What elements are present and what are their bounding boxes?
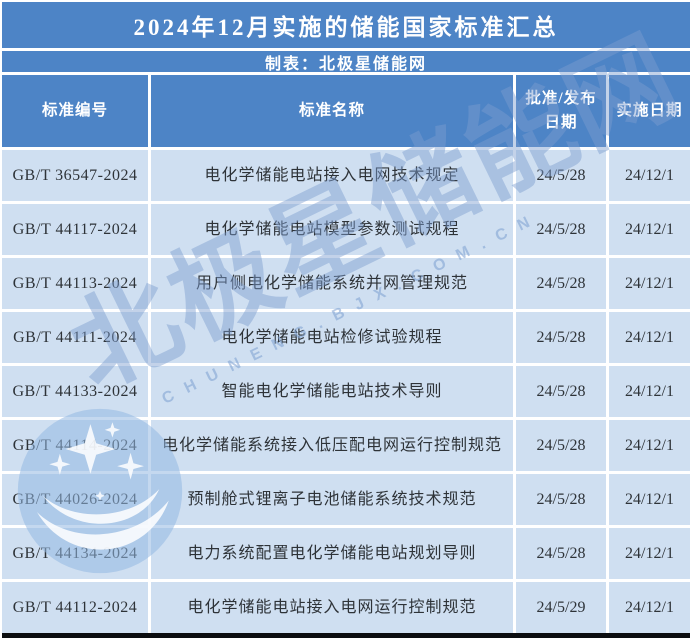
implementation-date-cell: 24/12/1 <box>609 528 690 579</box>
column-header-implementation-date: 实施日期 <box>609 75 690 147</box>
table-credit: 制表：北极星储能网 <box>2 51 690 73</box>
standard-code-cell: GB/T 44117-2024 <box>2 204 148 255</box>
table-grid: 标准编号 标准名称 批准/发布日期 实施日期 GB/T 36547-2024 电… <box>2 75 690 633</box>
implementation-date-cell: 24/12/1 <box>609 366 690 417</box>
bottom-divider <box>2 633 690 638</box>
approval-date-cell: 24/5/28 <box>516 474 606 525</box>
standard-name-cell: 电力系统配置电化学储能电站规划导则 <box>151 528 513 579</box>
standard-name-cell: 电化学储能电站接入电网技术规定 <box>151 150 513 201</box>
standard-name-cell: 电化学储能系统接入低压配电网运行控制规范 <box>151 420 513 471</box>
implementation-date-cell: 24/12/1 <box>609 420 690 471</box>
column-header-name: 标准名称 <box>151 75 513 147</box>
standard-name-cell: 预制舱式锂离子电池储能系统技术规范 <box>151 474 513 525</box>
standard-code-cell: GB/T 36547-2024 <box>2 150 148 201</box>
standard-code-cell: GB/T 44111-2024 <box>2 312 148 363</box>
approval-date-cell: 24/5/28 <box>516 366 606 417</box>
standard-code-cell: GB/T 44112-2024 <box>2 582 148 633</box>
implementation-date-cell: 24/12/1 <box>609 150 690 201</box>
column-header-code: 标准编号 <box>2 75 148 147</box>
standard-code-cell: GB/T 44134-2024 <box>2 528 148 579</box>
standard-code-cell: GB/T 44114-2024 <box>2 420 148 471</box>
approval-date-cell: 24/5/28 <box>516 420 606 471</box>
implementation-date-cell: 24/12/1 <box>609 258 690 309</box>
page-title: 2024年12月实施的储能国家标准汇总 <box>2 2 690 48</box>
approval-date-cell: 24/5/29 <box>516 582 606 633</box>
column-header-approval-date: 批准/发布日期 <box>516 75 606 147</box>
standard-name-cell: 电化学储能电站检修试验规程 <box>151 312 513 363</box>
approval-date-cell: 24/5/28 <box>516 258 606 309</box>
standard-code-cell: GB/T 44026-2024 <box>2 474 148 525</box>
standard-code-cell: GB/T 44133-2024 <box>2 366 148 417</box>
approval-date-cell: 24/5/28 <box>516 312 606 363</box>
standard-name-cell: 电化学储能电站模型参数测试规程 <box>151 204 513 255</box>
implementation-date-cell: 24/12/1 <box>609 582 690 633</box>
standard-name-cell: 智能电化学储能电站技术导则 <box>151 366 513 417</box>
implementation-date-cell: 24/12/1 <box>609 204 690 255</box>
standard-code-cell: GB/T 44113-2024 <box>2 258 148 309</box>
standard-name-cell: 用户侧电化学储能系统并网管理规范 <box>151 258 513 309</box>
implementation-date-cell: 24/12/1 <box>609 474 690 525</box>
approval-date-cell: 24/5/28 <box>516 528 606 579</box>
approval-date-cell: 24/5/28 <box>516 150 606 201</box>
standard-name-cell: 电化学储能电站接入电网运行控制规范 <box>151 582 513 633</box>
approval-date-cell: 24/5/28 <box>516 204 606 255</box>
implementation-date-cell: 24/12/1 <box>609 312 690 363</box>
